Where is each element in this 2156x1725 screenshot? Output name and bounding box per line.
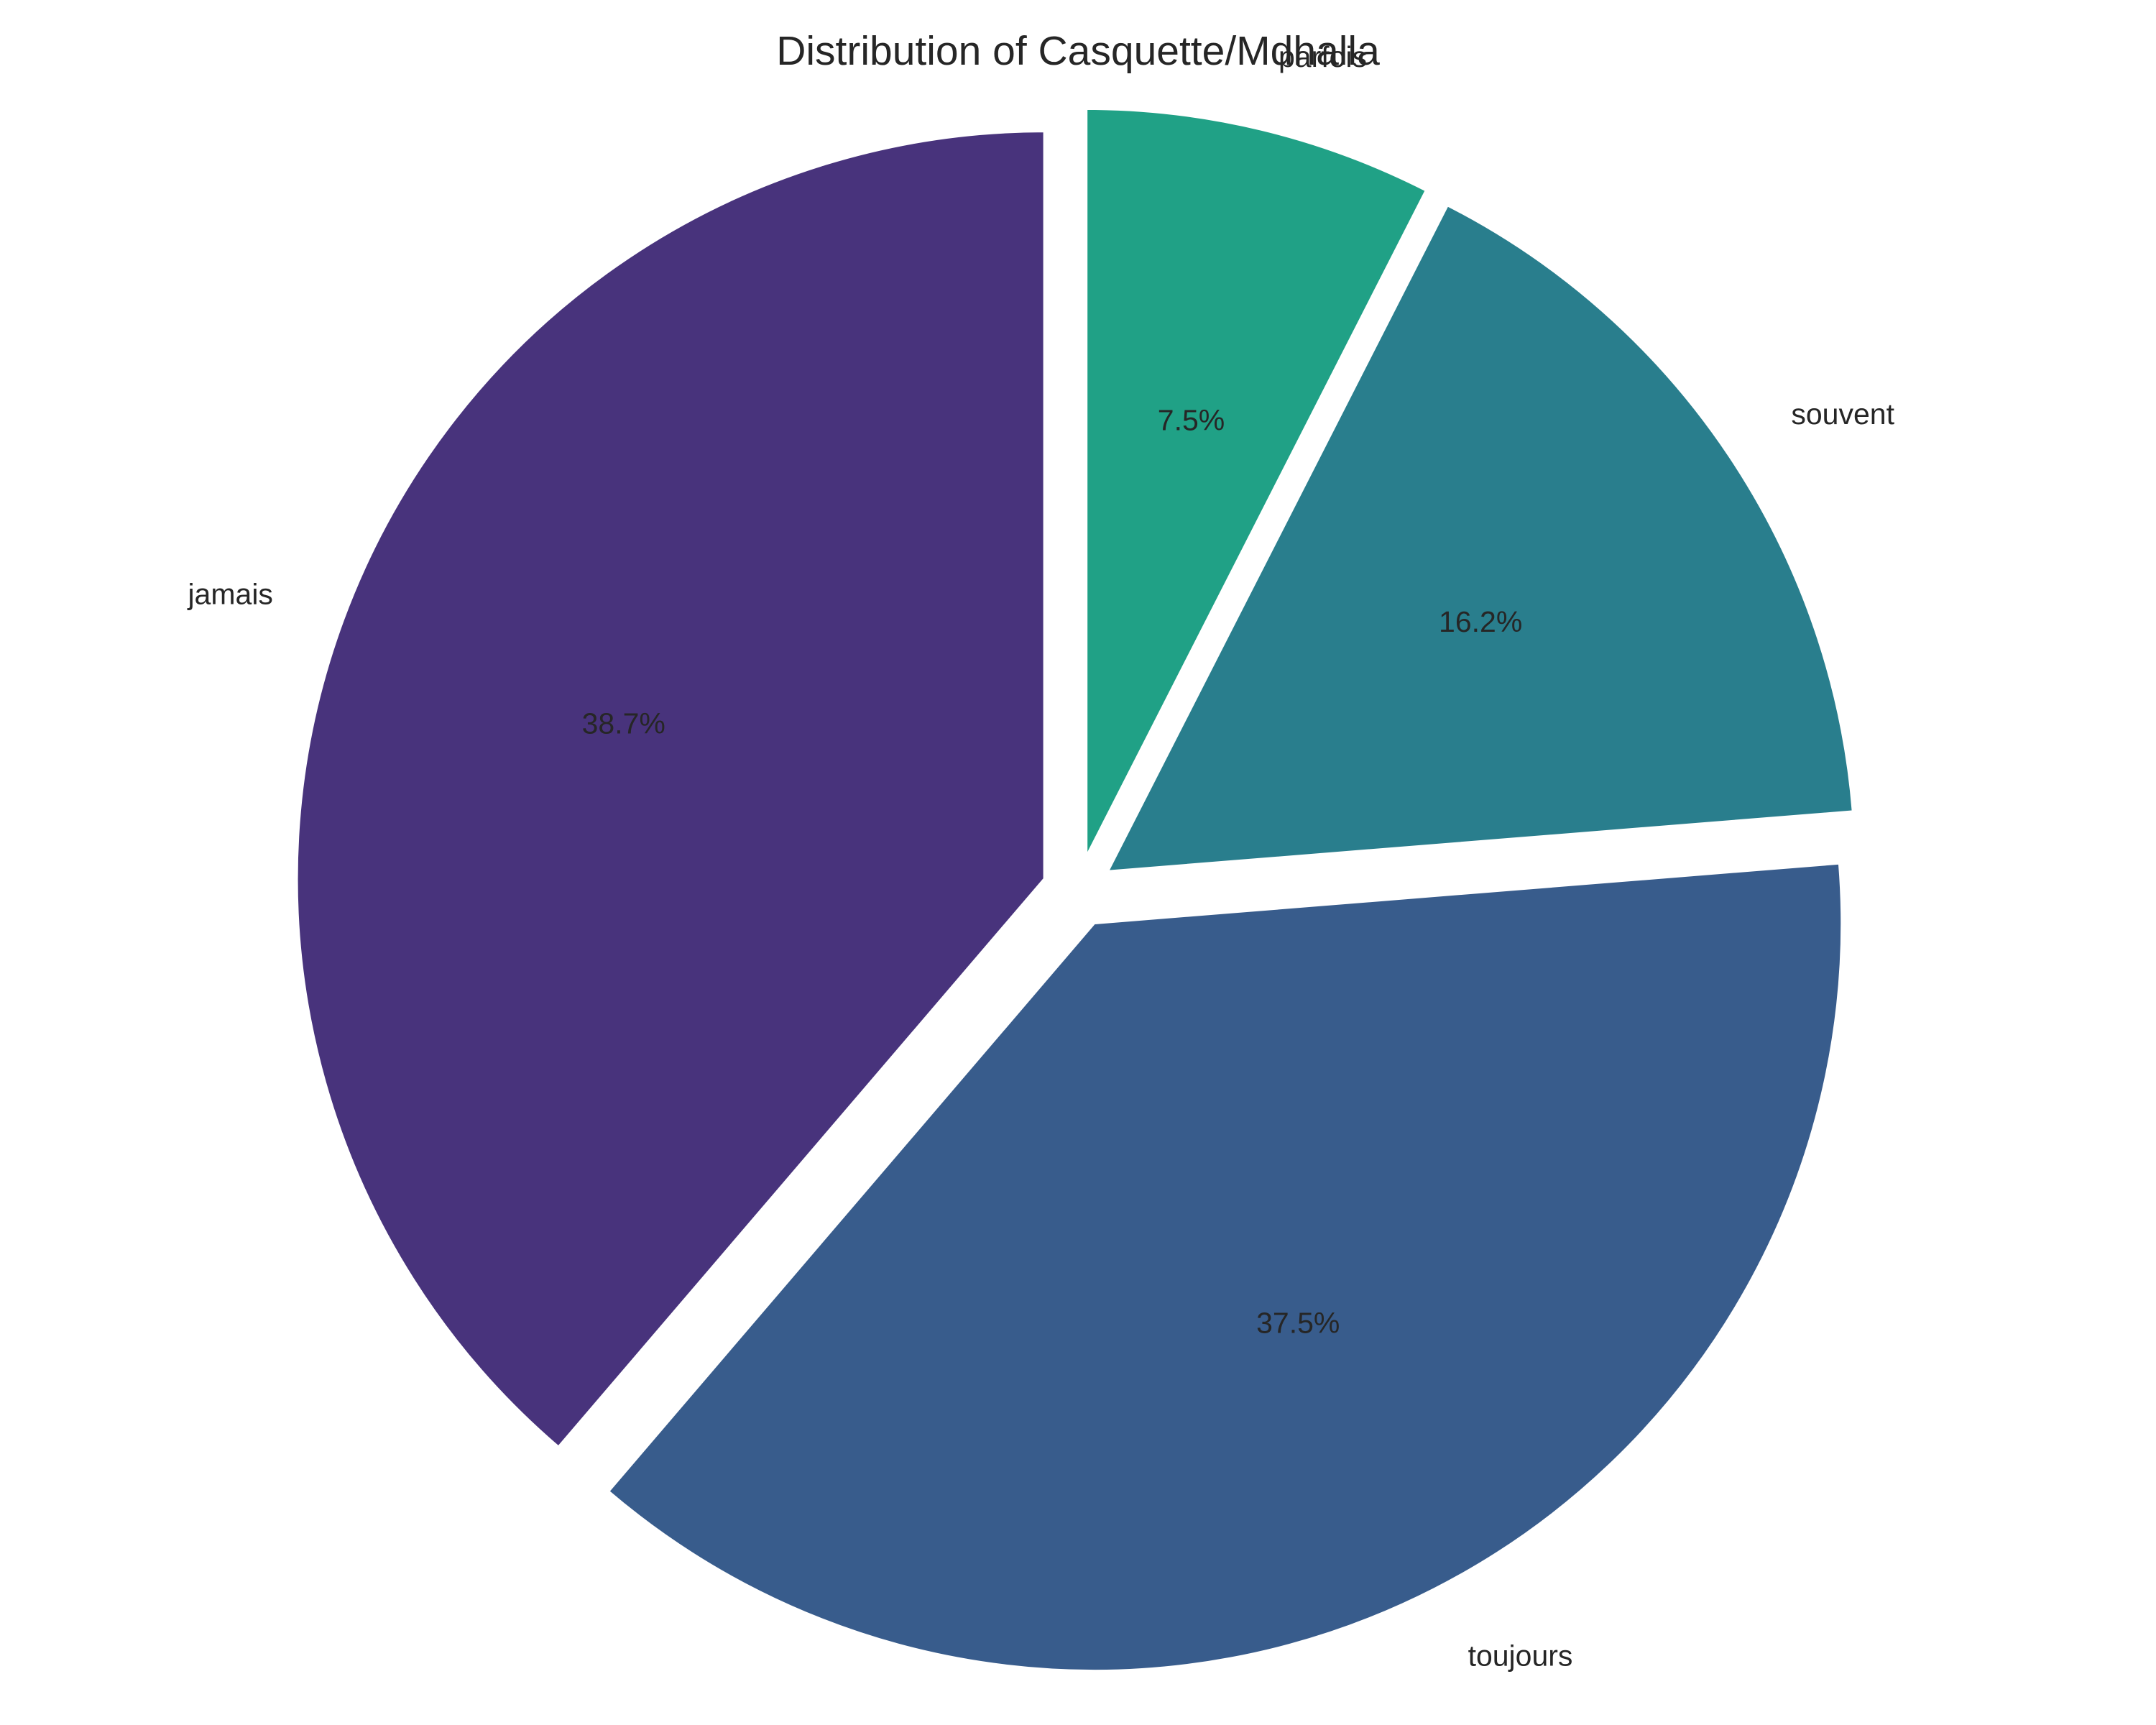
pie-value-label-toujours: 37.5% <box>1256 1306 1340 1339</box>
pie-category-label-toujours: toujours <box>1468 1639 1573 1673</box>
pie-slice-toujours <box>607 862 1843 1672</box>
chart-title: Distribution of Casquette/Mdhalla <box>776 28 1380 74</box>
pie-slices <box>295 107 1854 1672</box>
pie-category-label-parfois: parfois <box>1279 40 1367 73</box>
pie-slice-parfois <box>1085 107 1428 857</box>
pie-category-label-souvent: souvent <box>1791 397 1894 431</box>
pie-value-label-jamais: 38.7% <box>582 707 665 740</box>
pie-slice-souvent <box>1106 203 1854 873</box>
pie-value-label-souvent: 16.2% <box>1439 605 1522 638</box>
pie-slice-jamais <box>295 130 1046 1449</box>
pie-category-label-jamais: jamais <box>187 577 272 610</box>
pie-labels: 38.7% jamais 37.5% toujours 16.2% souvent 7.5%… <box>187 40 1894 1673</box>
pie-value-label-parfois: 7.5% <box>1158 404 1225 437</box>
